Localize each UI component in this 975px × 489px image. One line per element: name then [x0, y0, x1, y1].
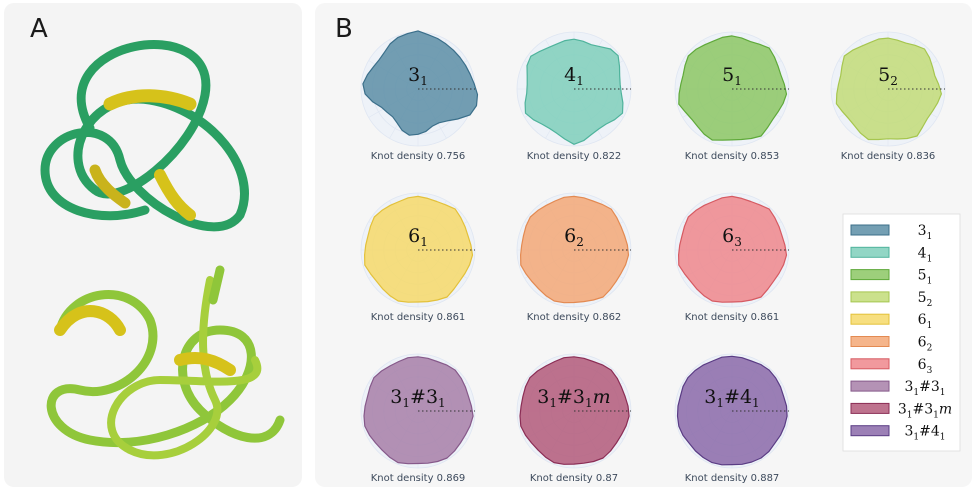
panel-b-letter: B [335, 14, 353, 44]
legend-item: 51 [850, 268, 933, 287]
radar-6_3: 63 Knot density 0.861 [674, 192, 790, 323]
radar-area [677, 195, 788, 303]
knot-density-caption: Knot density 0.87 [530, 473, 618, 484]
radar-knot-label: 52 [878, 64, 898, 88]
radar-3_1-sum-3_1m: 31#31m Knot density 0.87 [516, 353, 632, 484]
knot-density-caption: Knot density 0.869 [371, 473, 466, 484]
radar-6_2: 62 Knot density 0.862 [516, 192, 632, 323]
legend-swatch [850, 269, 890, 281]
legend-item: 62 [850, 335, 933, 354]
radar-area [364, 195, 474, 303]
radar-knot-label: 62 [564, 225, 584, 249]
radar-area [362, 30, 479, 136]
legend-label: 31#31m [898, 401, 952, 420]
knot-density-caption: Knot density 0.862 [527, 312, 622, 323]
radar-knot-label: 31#41 [704, 386, 759, 410]
legend-swatch [850, 224, 890, 236]
knot-density-caption: Knot density 0.861 [685, 312, 780, 323]
legend-label: 63 [918, 357, 933, 376]
legend-swatch [850, 246, 890, 258]
radar-knot-label: 61 [408, 225, 428, 249]
composite-knot-render [46, 265, 285, 460]
legend-item: 61 [850, 312, 933, 331]
legend-item: 31#31m [850, 401, 952, 420]
legend-item: 52 [850, 290, 933, 309]
trefoil-knot-render [40, 40, 249, 232]
legend-item: 41 [850, 245, 933, 264]
radar-3_1-sum-3_1: 31#31 Knot density 0.869 [360, 353, 476, 484]
legend-item: 31 [850, 223, 933, 242]
legend-label: 62 [918, 335, 933, 354]
knot-density-caption: Knot density 0.887 [685, 473, 780, 484]
legend-swatch [850, 425, 890, 437]
legend-label: 52 [918, 290, 933, 309]
legend-swatch [850, 402, 890, 414]
knot-density-caption: Knot density 0.822 [527, 151, 622, 162]
radar-knot-label: 63 [722, 225, 742, 249]
legend-label: 31#31 [904, 379, 945, 398]
radar-4_1: 41 Knot density 0.822 [516, 31, 632, 162]
panel-a-letter: A [30, 14, 48, 44]
radar-knot-label: 51 [722, 64, 742, 88]
radar-chart-grid: 31 Knot density 0.756 41 Knot density 0.822… [360, 30, 946, 484]
radar-area [678, 35, 788, 141]
legend-swatch [850, 291, 890, 303]
legend-swatch [850, 336, 890, 347]
radar-knot-label: 31 [408, 64, 428, 88]
knot-density-caption: Knot density 0.756 [371, 151, 466, 162]
knot-density-caption: Knot density 0.836 [841, 151, 936, 162]
radar-knot-label: 41 [564, 64, 584, 88]
radar-5_1: 51 Knot density 0.853 [674, 31, 790, 162]
radar-knot-label: 31#31m [537, 386, 610, 410]
legend-label: 31 [918, 223, 933, 242]
legend-label: 41 [918, 245, 933, 264]
legend-item: 63 [850, 357, 933, 376]
radar-area [363, 356, 474, 465]
legend-label: 61 [918, 312, 933, 331]
radar-knot-label: 31#31 [390, 386, 445, 410]
legend-item: 31#31 [850, 379, 946, 398]
legend-label: 51 [918, 268, 933, 287]
knot-density-caption: Knot density 0.861 [371, 312, 466, 323]
knot-density-caption: Knot density 0.853 [685, 151, 780, 162]
legend-swatch [850, 380, 890, 392]
legend: 31 41 51 52 61 62 63 31#31 31#31m 31#41 [842, 213, 961, 452]
radar-3_1: 31 Knot density 0.756 [360, 30, 479, 162]
legend-label: 31#41 [904, 424, 945, 443]
legend-swatch [850, 358, 890, 370]
legend-swatch [850, 313, 890, 325]
radar-area [524, 38, 624, 145]
radar-3_1-sum-4_1: 31#41 Knot density 0.887 [674, 353, 790, 484]
legend-item: 31#41 [850, 424, 946, 443]
radar-5_2: 52 Knot density 0.836 [830, 31, 946, 162]
radar-6_1: 61 Knot density 0.861 [360, 192, 476, 323]
